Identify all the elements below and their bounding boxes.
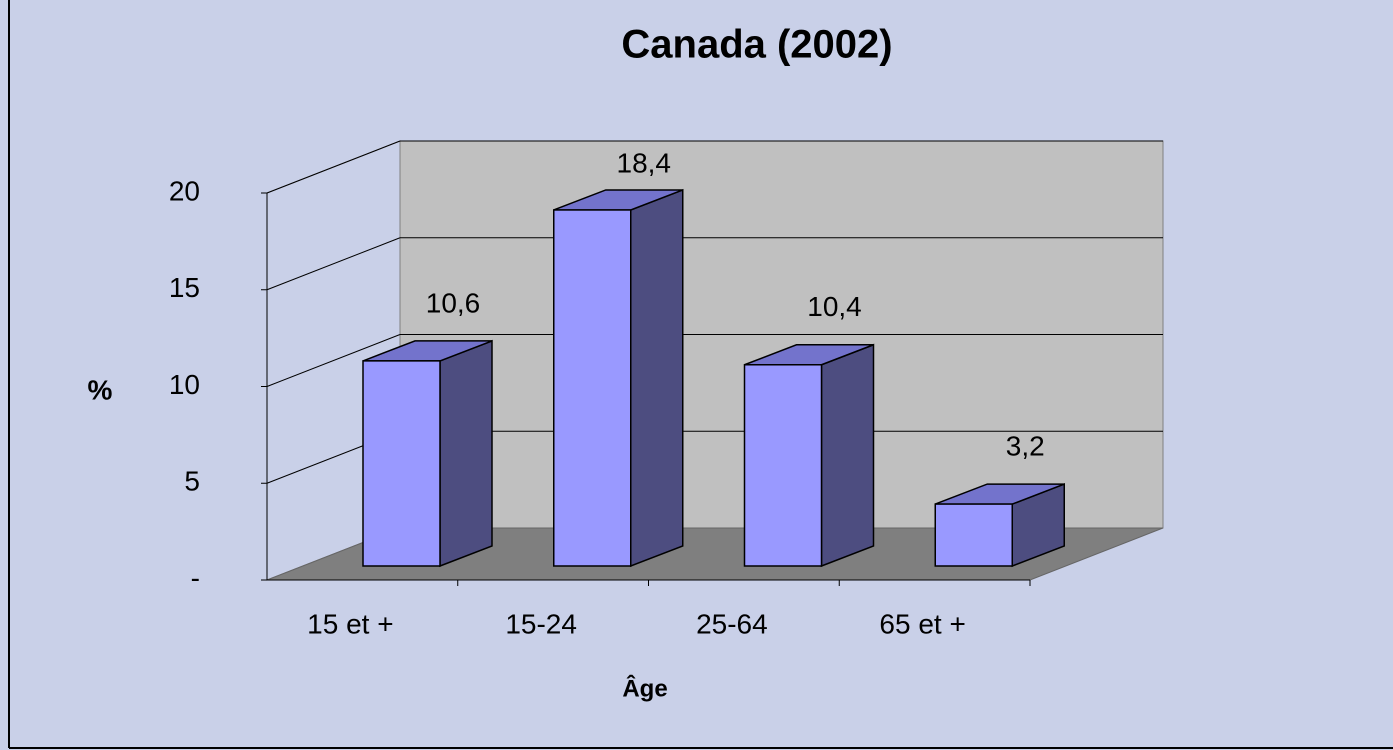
y-tick-label: 20 [169, 175, 200, 206]
chart-title: Canada (2002) [621, 23, 892, 67]
x-tick-label: 25-64 [696, 608, 768, 639]
bar [362, 360, 441, 567]
bar-side [439, 339, 493, 568]
grid-line [266, 334, 401, 387]
x-tick-label: 65 et + [879, 608, 965, 639]
bar [743, 364, 823, 567]
data-label: 18,4 [617, 147, 672, 178]
data-label: 10,4 [807, 291, 862, 322]
x-axis-label: Âge [622, 674, 667, 702]
grid-line [266, 237, 401, 291]
y-axis-label: % [88, 374, 113, 405]
y-tick-label: 5 [184, 466, 200, 497]
x-tick-label: 15-24 [505, 608, 577, 639]
bar [934, 503, 1013, 567]
data-label: 3,2 [1006, 430, 1045, 461]
x-tick-label: 15 et + [307, 608, 393, 639]
bar-side [820, 343, 875, 568]
y-tick-label: 15 [169, 272, 200, 303]
bar [553, 209, 632, 567]
bar-side [630, 188, 684, 568]
y-tick-label: - [191, 562, 200, 593]
y-tick-label: 10 [169, 369, 200, 400]
data-label: 10,6 [426, 287, 481, 318]
grid-line [266, 140, 401, 194]
